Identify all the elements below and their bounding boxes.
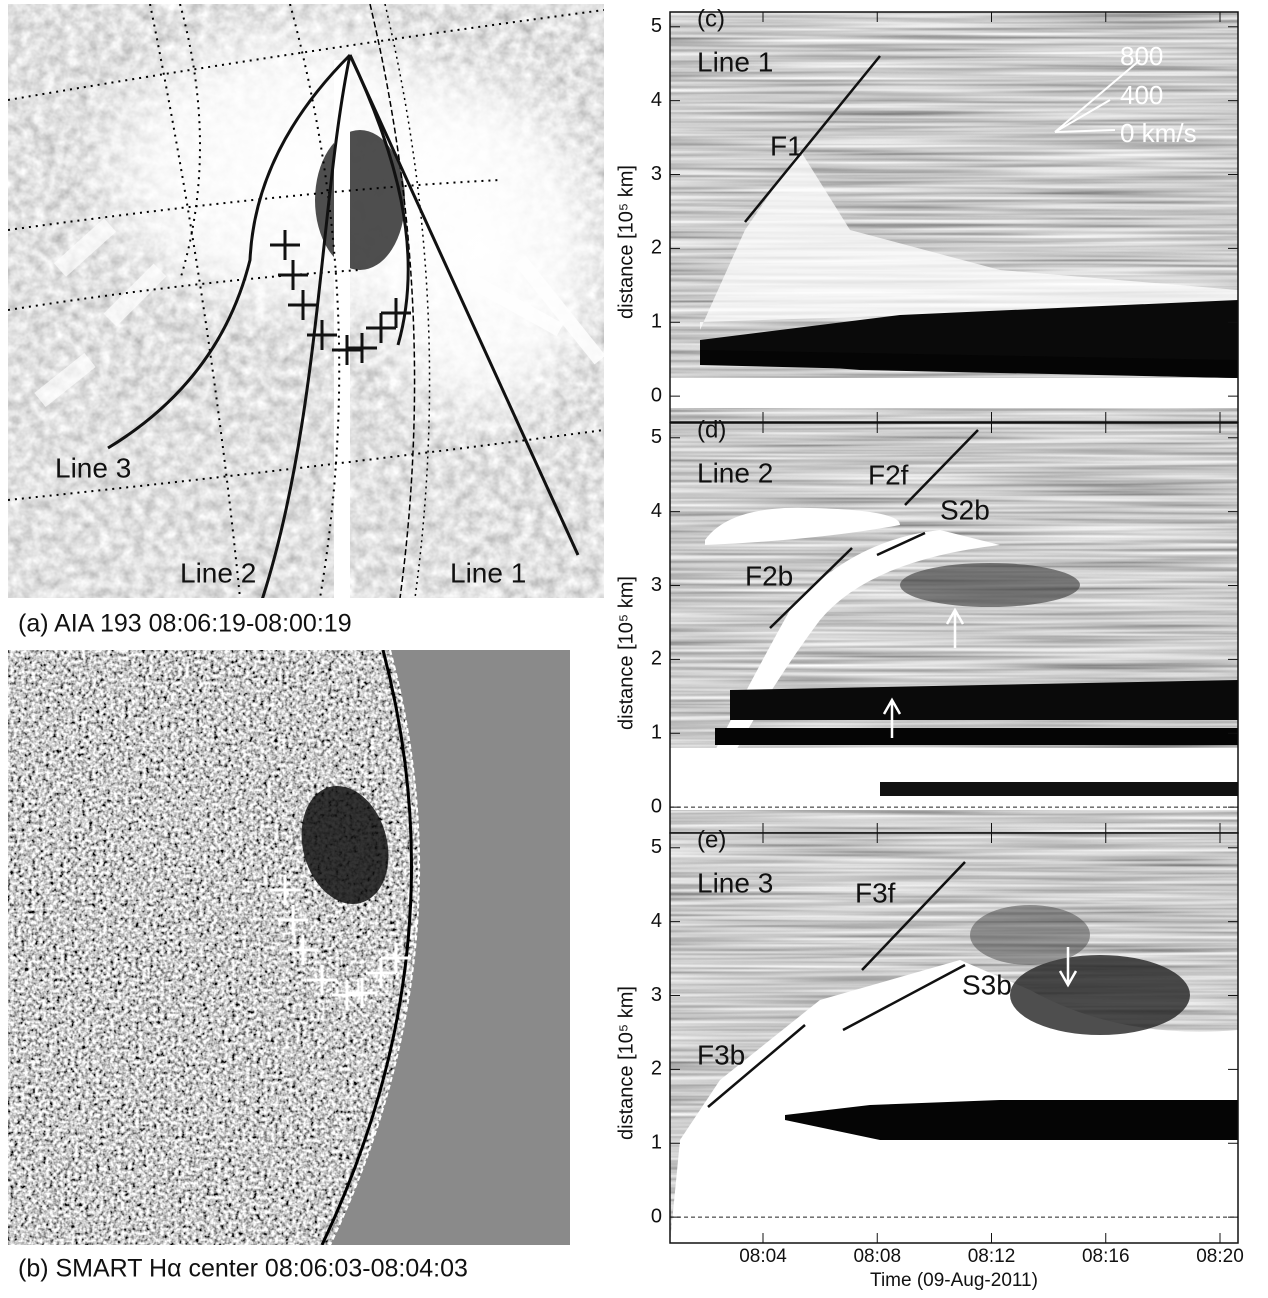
x-tick-label: 08:16 (1082, 1246, 1130, 1267)
x-tick-label: 08:12 (968, 1246, 1016, 1267)
annotation: F2b (745, 560, 793, 591)
dark-band (880, 782, 1238, 796)
x-tick-label: 08:04 (739, 1246, 787, 1267)
y-tick-label: 4 (651, 910, 662, 932)
line-label: Line 3 (697, 867, 773, 898)
y-tick-label: 1 (651, 722, 662, 744)
y-tick-label: 1 (651, 311, 662, 333)
y-tick-label: 2 (651, 237, 662, 259)
y-tick-label: 0 (651, 384, 662, 406)
y-tick-label: 5 (651, 426, 662, 448)
annotation: S2b (940, 494, 990, 525)
dark-band (715, 728, 1238, 745)
x-axis-label: Time (09-Aug-2011) (870, 1270, 1038, 1291)
annotation: S3b (962, 969, 1012, 1000)
y-tick-label: 4 (651, 500, 662, 522)
panel-b-image (8, 650, 570, 1245)
dark-blob (1010, 955, 1190, 1035)
y-tick-label: 3 (651, 163, 662, 185)
y-axis-label: distance [10⁵ km] (615, 576, 637, 730)
line-label: Line 1 (697, 46, 773, 77)
dark-blob (900, 563, 1080, 607)
caption: (a) AIA 193 08:06:19-08:00:19 (18, 610, 352, 638)
y-tick-label: 5 (651, 836, 662, 858)
y-tick-label: 2 (651, 1058, 662, 1080)
line-label: Line 3 (55, 452, 131, 483)
y-tick-label: 2 (651, 648, 662, 670)
annotation: F3b (697, 1039, 745, 1070)
y-axis-label: distance [10⁵ km] (615, 986, 637, 1140)
y-tick-label: 3 (651, 574, 662, 596)
line-label: Line 2 (180, 557, 256, 588)
velocity-label: 400 (1120, 80, 1163, 110)
caption: (b) SMART Hα center 08:06:03-08:04:03 (18, 1255, 468, 1283)
white-band (670, 748, 1238, 810)
page: (a) AIA 193 08:06:19-08:00:19 (b) SMART … (0, 0, 1268, 1298)
velocity-label: 800 (1120, 41, 1163, 71)
y-tick-label: 3 (651, 984, 662, 1006)
y-tick-label: 5 (651, 15, 662, 37)
annotation: F2f (868, 459, 909, 490)
figure: (a) AIA 193 08:06:19-08:00:19 (b) SMART … (0, 0, 1268, 1298)
line-label: Line 2 (697, 457, 773, 488)
annotation: F1 (770, 130, 803, 161)
panel-label: (d) (697, 416, 726, 443)
panel-label: (e) (697, 826, 726, 853)
annotation: F3f (855, 877, 896, 908)
y-axis-label: distance [10⁵ km] (615, 165, 637, 319)
x-tick-label: 08:08 (853, 1246, 901, 1267)
y-tick-label: 0 (651, 1205, 662, 1227)
velocity-label: 0 km/s (1120, 118, 1197, 148)
y-tick-label: 1 (651, 1132, 662, 1154)
white-band (670, 378, 1238, 408)
dark-blob (970, 905, 1090, 965)
y-tick-label: 4 (651, 89, 662, 111)
line-label: Line 1 (450, 557, 526, 588)
x-tick-label: 08:20 (1196, 1246, 1244, 1267)
panel-a-image (8, 0, 620, 600)
y-tick-label: 0 (651, 795, 662, 817)
panel-label: (c) (697, 5, 725, 32)
